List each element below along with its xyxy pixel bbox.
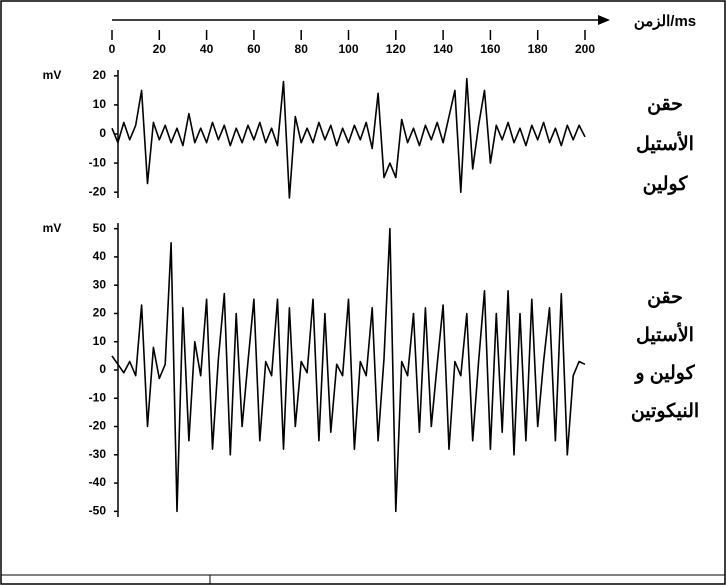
y-label: mV (43, 68, 62, 82)
x-label: الزمن/ms (634, 13, 696, 30)
x-tick-label: 120 (386, 42, 406, 56)
y-tick-label: 0 (99, 126, 106, 140)
y-tick-label: 50 (93, 221, 107, 235)
condition-label: النيكوتين (631, 401, 699, 422)
y-tick-label: 30 (93, 277, 107, 291)
y-tick-label: 20 (93, 68, 107, 82)
y-tick-label: -50 (89, 504, 107, 518)
y-tick-label: 40 (93, 249, 107, 263)
y-tick-label: -40 (89, 475, 107, 489)
x-tick-label: 60 (247, 42, 261, 56)
x-tick-label: 180 (528, 42, 548, 56)
y-tick-label: 10 (93, 334, 107, 348)
trace (111, 227, 586, 513)
y-tick-label: -10 (89, 155, 107, 169)
y-tick-label: -20 (89, 184, 107, 198)
x-tick-label: 0 (109, 42, 116, 56)
y-tick-label: -10 (89, 390, 107, 404)
x-tick-label: 80 (295, 42, 309, 56)
arrow-head (598, 15, 610, 25)
condition-label: حقن (647, 287, 683, 308)
y-tick-label: -30 (89, 447, 107, 461)
y-tick-label: 0 (99, 362, 106, 376)
x-tick-label: 20 (153, 42, 167, 56)
y-tick-label: 20 (93, 306, 107, 320)
condition-label: الأستيل (636, 131, 694, 155)
y-label: mV (43, 221, 62, 235)
x-tick-label: 200 (575, 42, 595, 56)
y-tick-label: -20 (89, 419, 107, 433)
y-tick-label: 10 (93, 97, 107, 111)
condition-label: الأستيل (636, 322, 694, 346)
x-tick-label: 140 (433, 42, 453, 56)
x-tick-label: 100 (338, 42, 358, 56)
x-tick-label: 160 (480, 42, 500, 56)
x-tick-label: 40 (200, 42, 214, 56)
condition-label: كولين (643, 174, 689, 195)
condition-label: كولين و (633, 363, 695, 384)
condition-label: حقن (647, 94, 683, 115)
trace (111, 77, 586, 199)
